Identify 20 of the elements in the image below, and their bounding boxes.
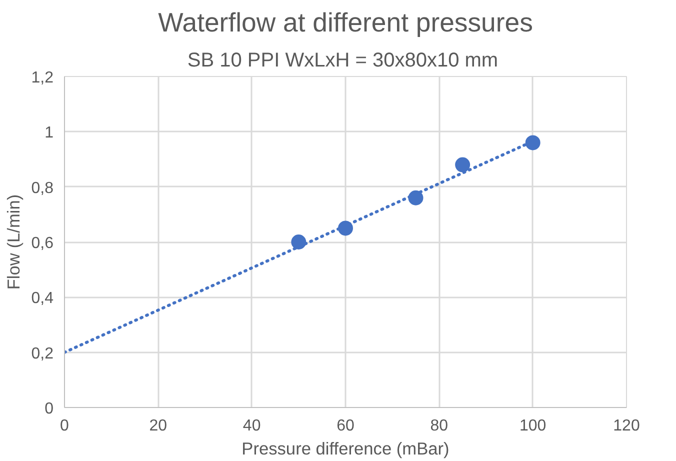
chart-title: Waterflow at different pressures: [158, 8, 533, 38]
chart-subtitle: SB 10 PPI WxLxH = 30x80x10 mm: [187, 50, 498, 72]
y-tick-label: 0: [44, 400, 54, 418]
y-tick-label: 0,8: [31, 180, 54, 197]
x-tick-label: 60: [336, 418, 354, 434]
y-tick-label: 0,4: [31, 290, 54, 308]
y-axis-title: Flow (L/min): [3, 194, 24, 290]
y-tick-label: 1: [44, 124, 54, 142]
x-axis-title: Pressure difference (mBar): [242, 438, 450, 458]
x-tick-label: 40: [242, 418, 261, 434]
x-tick-label: 0: [60, 418, 70, 434]
point: [455, 157, 470, 172]
x-tick-label: 80: [430, 418, 448, 434]
y-tick-label: 0,2: [31, 345, 54, 362]
y-tick-label: 0,6: [31, 235, 54, 252]
point: [525, 135, 540, 150]
x-tick-label: 120: [613, 418, 640, 434]
x-tick-label: 100: [519, 418, 546, 434]
y-tick-label: 1,2: [31, 70, 54, 86]
x-tick-label: 20: [149, 418, 168, 434]
